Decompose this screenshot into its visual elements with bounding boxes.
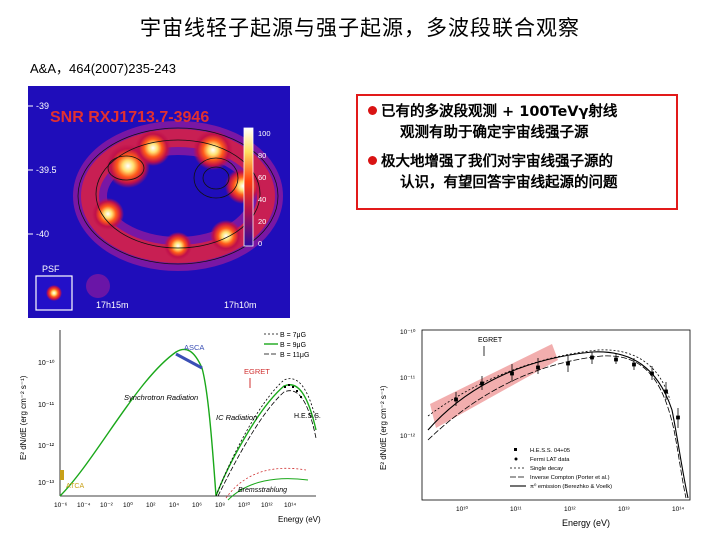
left-xtick-11: 10¹⁴ <box>284 502 296 509</box>
findings-callout: 已有的多波段观测 + 100TeVγ射线 观测有助于确定宇宙线强子源 极大地增强… <box>356 94 678 210</box>
left-xtick-8: 10⁸ <box>215 502 225 509</box>
hess-points <box>284 384 302 398</box>
right-ylabel: E² dN/dE (erg cm⁻² s⁻¹) <box>379 385 388 470</box>
finding-1: 已有的多波段观测 + 100TeVγ射线 观测有助于确定宇宙线强子源 <box>368 102 668 144</box>
right-legend-1: H.E.S.S. 04+05 <box>530 448 570 454</box>
ic-curve <box>427 355 687 499</box>
skymap-svg: -39 -39.5 -40 17h15m 17h10m SNR RXJ1713.… <box>28 86 290 318</box>
right-xtick-5: 10¹⁴ <box>672 506 684 513</box>
right-xtick-3: 10¹² <box>564 506 576 513</box>
finding-2: 极大地增强了我们对宇宙线强子源的 认识，有望回答宇宙线起源的问题 <box>368 152 668 194</box>
left-xtick-1: 10⁻⁶ <box>54 502 68 509</box>
hess-data-points <box>454 352 680 428</box>
cbar-tick-3: 60 <box>258 173 266 182</box>
pion-decay-curve <box>427 351 689 499</box>
ic-curve-9uG <box>215 384 317 497</box>
reference-citation: A&A，464(2007)235-243 <box>30 61 176 76</box>
left-legend-1: B = 7μG <box>280 332 306 339</box>
ic-curve-11uG <box>217 390 317 497</box>
finding-2-line-1: 极大地增强了我们对宇宙线强子源的 <box>381 154 613 170</box>
sed-plot-leptonic: E² dN/dE (erg cm⁻² s⁻¹) 10⁻¹⁰ 10⁻¹¹ 10⁻¹… <box>16 320 334 532</box>
asca-label: ASCA <box>184 343 204 352</box>
ra-tick-1: 17h15m <box>96 300 129 310</box>
finding-1-line-1: 已有的多波段观测 + 100TeVγ射线 <box>381 104 618 120</box>
page-title: 宇宙线轻子起源与强子起源，多波段联合观察 <box>140 16 580 40</box>
synchrotron-curve <box>59 348 217 497</box>
left-xtick-5: 10² <box>146 502 156 509</box>
right-legend-4: Inverse Compton (Porter et al.) <box>530 475 610 481</box>
atca-label: ATCA <box>66 483 84 490</box>
red-bullet-icon <box>368 106 377 115</box>
finding-1-line-2: 观测有助于确定宇宙线强子源 <box>400 125 589 141</box>
ra-tick-2: 17h10m <box>224 300 257 310</box>
left-legend: B = 7μG B = 9μG B = 11μG <box>264 332 309 359</box>
red-bullet-icon <box>368 156 377 165</box>
hess-label: H.E.S.S. <box>294 413 321 420</box>
dec-tick-2: -39.5 <box>36 165 57 175</box>
egret-label: EGRET <box>244 367 270 376</box>
left-ytick-3: 10⁻¹² <box>38 443 55 450</box>
left-legend-2: B = 9μG <box>280 342 306 349</box>
right-xtick-1: 10¹⁰ <box>456 505 468 513</box>
psf-label: PSF <box>42 264 60 274</box>
right-legend-5: π⁰ emission (Berezhko & Voelk) <box>530 483 612 490</box>
left-xtick-2: 10⁻⁴ <box>77 502 91 509</box>
right-xtick-4: 10¹³ <box>618 506 630 513</box>
cbar-tick-2: 80 <box>258 151 266 160</box>
skymap-label: SNR RXJ1713.7-3946 <box>50 109 209 126</box>
left-xtick-4: 10⁰ <box>123 501 133 509</box>
cbar-tick-4: 40 <box>258 195 266 204</box>
right-egret-label: EGRET <box>478 337 503 344</box>
left-ytick-1: 10⁻¹⁰ <box>38 359 55 367</box>
sed-plot-hadronic-svg: E² dN/dE (erg cm⁻² s⁻¹) 10⁻¹⁰ 10⁻¹¹ 10⁻¹… <box>372 320 706 532</box>
atca-data <box>60 470 64 480</box>
left-ylabel: E² dN/dE (erg cm⁻² s⁻¹) <box>19 375 28 460</box>
single-decay-curve <box>427 349 671 417</box>
right-xtick-2: 10¹¹ <box>510 506 522 513</box>
left-xtick-3: 10⁻² <box>100 502 114 509</box>
right-xlabel: Energy (eV) <box>562 518 610 528</box>
brems-curve <box>225 467 307 499</box>
sed-plot-leptonic-svg: E² dN/dE (erg cm⁻² s⁻¹) 10⁻¹⁰ 10⁻¹¹ 10⁻¹… <box>16 320 334 532</box>
egret-band <box>430 344 558 428</box>
left-xtick-6: 10⁴ <box>169 502 179 509</box>
cbar-tick-5: 20 <box>258 217 266 226</box>
psf-spot <box>46 285 62 301</box>
synchrotron-label: Synchrotron Radiation <box>124 393 198 402</box>
brems-curve-2 <box>227 478 309 501</box>
cbar-tick-6: 0 <box>258 239 262 248</box>
dec-tick-1: -39 <box>36 101 49 111</box>
right-legend-2: Fermi LAT data <box>530 457 570 463</box>
finding-2-line-2: 认识，有望回答宇宙线起源的问题 <box>400 175 618 191</box>
synchrotron-label-text: Synchrotron Radiation <box>124 393 198 402</box>
left-xtick-7: 10⁶ <box>192 502 202 509</box>
right-ytick-2: 10⁻¹¹ <box>400 375 416 382</box>
right-legend: H.E.S.S. 04+05 Fermi LAT data Single dec… <box>506 446 666 496</box>
left-ytick-4: 10⁻¹³ <box>38 480 55 487</box>
right-ytick-3: 10⁻¹² <box>400 433 416 440</box>
cbar-tick-1: 100 <box>258 129 271 138</box>
asca-data <box>175 352 203 370</box>
left-xtick-10: 10¹² <box>261 502 273 509</box>
left-xlabel: Energy (eV) <box>278 515 321 524</box>
right-ytick-1: 10⁻¹⁰ <box>400 328 416 336</box>
brems-label: Bremsstrahlung <box>238 487 287 494</box>
dec-tick-3: -40 <box>36 229 49 239</box>
left-legend-3: B = 11μG <box>280 352 309 359</box>
ic-label: IC Radiation <box>216 413 257 422</box>
right-legend-3: Single decay <box>530 466 563 472</box>
left-ytick-2: 10⁻¹¹ <box>38 402 55 409</box>
skymap-figure: -39 -39.5 -40 17h15m 17h10m SNR RXJ1713.… <box>28 86 290 318</box>
ic-curve-7uG <box>215 378 317 497</box>
left-xtick-9: 10¹⁰ <box>238 501 250 509</box>
sed-plot-hadronic: E² dN/dE (erg cm⁻² s⁻¹) 10⁻¹⁰ 10⁻¹¹ 10⁻¹… <box>372 320 706 532</box>
